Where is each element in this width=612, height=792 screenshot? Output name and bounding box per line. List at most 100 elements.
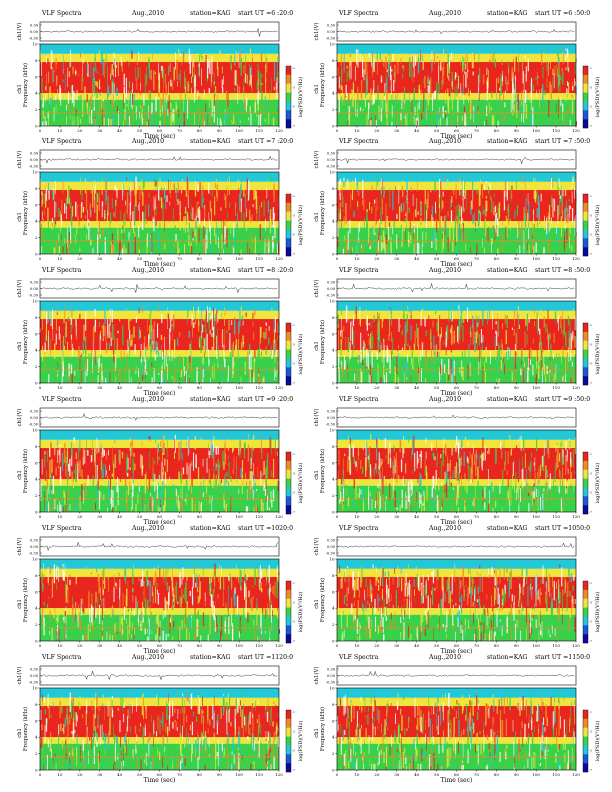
spectrogram-streak [191,497,193,512]
colorbar-segment [286,194,291,204]
spectrogram-streak [208,443,209,456]
spectrogram-streak [532,85,535,92]
freq-tick-label: 10 [329,42,335,47]
spectrogram-streak [265,366,266,379]
spectrogram-streak [339,481,341,493]
spectrogram-streak [138,326,140,340]
spectrogram-streak [391,478,393,484]
spectrogram-streak [82,67,83,76]
spectrogram-streak [54,181,56,195]
panel-title: VLF Spectra [41,525,82,532]
spectrogram-streak [401,330,403,336]
spectrogram-streak [161,462,163,482]
spectrogram-streak [371,50,373,68]
spectrogram-streak [268,326,270,331]
spectrogram-streak [500,356,502,365]
spectrogram-streak [568,199,570,202]
spectrogram-streak [110,497,112,504]
spectrogram-streak [89,203,91,218]
spectrogram-streak [192,207,194,220]
spectrogram-streak [199,365,201,369]
spectrogram-streak [416,492,417,502]
spectrogram-streak [452,241,454,252]
spectrogram-streak [96,204,98,223]
spectrogram-streak [496,225,498,235]
spectrogram-streak [68,240,70,254]
spectrogram-streak [424,202,426,222]
spectrogram-streak [70,199,72,209]
spectrogram-streak [233,445,235,451]
spectrogram-streak [348,444,351,460]
spectrogram-streak [467,364,469,381]
spectrogram-streak [241,341,242,357]
spectrogram-streak [103,494,105,501]
spectrogram-streak [269,493,271,498]
spectrogram-streak [273,458,275,478]
spectrogram-streak [338,76,340,89]
spectrogram-streak [412,56,413,73]
spectrogram-streak [261,99,263,118]
spectrogram-streak [184,609,186,617]
spectrogram-streak [574,437,577,454]
spectrogram-streak [523,352,525,362]
spectrogram-streak [77,207,79,216]
spectrogram-streak [267,111,269,125]
spectrogram-streak [523,368,525,383]
spectrogram-streak [551,178,552,190]
colorbar-segment [286,367,291,377]
spectrogram-streak [96,91,98,99]
spectrogram-streak [241,315,244,321]
spectrogram-streak [185,373,186,382]
spectrogram-streak [41,459,43,475]
spectrogram-streak [216,178,217,197]
spectrogram-streak [369,202,371,211]
spectrogram-streak [393,355,396,364]
spectrogram-streak [210,75,212,92]
spectrogram-streak [203,238,205,254]
spectrogram-streak [468,459,470,464]
spectrogram-streak [360,368,362,383]
spectrogram-streak [123,93,124,109]
spectrogram-streak [250,352,252,358]
spectrogram-streak [138,51,140,62]
spectrogram-streak [537,479,539,499]
spectrogram-streak [370,464,372,476]
spectrogram-streak [144,504,146,512]
spectrogram-streak [494,501,495,512]
spectrogram-streak [130,444,132,457]
spectrogram-streak [535,488,537,497]
spectrogram-streak [342,210,344,218]
colorbar-segment [583,505,588,515]
spectrogram-streak [188,632,190,640]
spectrogram-streak [544,242,546,249]
spectrogram-streak [403,66,405,72]
spectrogram-panel-2: VLF Spectra Aug.,2010 station=KAG start UT … [313,10,601,140]
spectrogram-streak [80,354,82,358]
freq-tick-label: 8 [332,315,335,320]
spectrogram-streak [471,52,474,69]
time-tick-label: 90 [514,385,520,390]
spectrogram-streak [262,612,264,624]
spectrogram-streak [273,356,275,376]
spectrogram-streak [552,68,554,76]
spectrogram-streak [503,92,505,103]
spectrogram-streak [391,350,392,360]
spectrogram-band [337,310,576,320]
spectrogram-streak [201,308,202,327]
spectrogram-streak [161,371,164,383]
spectrogram-streak [210,377,211,383]
spectrogram-streak [227,178,228,196]
spectrogram-streak [440,499,442,506]
time-xlabel: Time (sec) [441,390,473,397]
spectrogram-streak [381,59,383,79]
spectrogram-streak [457,100,459,113]
spectrogram-streak [557,71,560,89]
spectrogram-streak [205,493,207,506]
spectrogram-streak [71,454,73,466]
spectrogram-streak [52,51,53,64]
spectrogram-streak [179,213,181,231]
spectrogram-streak [213,473,215,481]
spectrogram-streak [101,363,103,379]
spectrogram-streak [337,67,339,76]
spectrogram-streak [147,494,149,503]
